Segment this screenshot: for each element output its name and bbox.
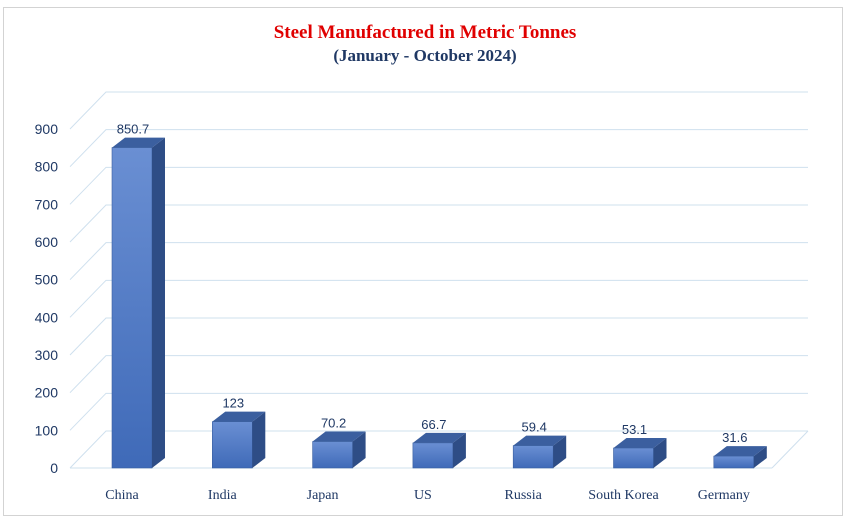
y-tick-label: 700 xyxy=(35,196,59,212)
gridline xyxy=(69,430,808,469)
gridline xyxy=(69,392,808,431)
bar-front xyxy=(111,147,153,469)
bar-side xyxy=(252,411,266,468)
gridline xyxy=(69,91,808,130)
bar xyxy=(613,437,667,469)
bar-side xyxy=(653,437,667,468)
x-tick-label: Japan xyxy=(307,488,339,503)
bar-top xyxy=(112,137,165,148)
bar xyxy=(713,446,767,469)
bar-side xyxy=(753,446,767,468)
gridline xyxy=(69,204,808,243)
bar xyxy=(512,435,567,469)
bar-top xyxy=(412,432,466,443)
gridline xyxy=(69,129,808,168)
y-tick-label: 500 xyxy=(35,272,59,288)
bar xyxy=(212,411,266,469)
gridline xyxy=(69,166,808,205)
y-axis: 0 100 200 300 400 500 600 700 800 900 xyxy=(35,121,59,476)
x-tick-label: Russia xyxy=(505,488,543,503)
x-tick-label: Germany xyxy=(698,488,750,503)
data-label: 66.7 xyxy=(421,417,446,432)
x-tick-label: US xyxy=(414,488,432,503)
data-label: 70.2 xyxy=(321,416,346,431)
x-axis: China India Japan US Russia South Korea German… xyxy=(105,488,750,503)
x-tick-label: India xyxy=(208,488,238,503)
y-tick-label: 200 xyxy=(35,385,59,401)
gridline xyxy=(69,317,808,356)
y-tick-label: 900 xyxy=(35,121,59,137)
bar-side xyxy=(352,431,366,468)
y-tick-label: 300 xyxy=(35,347,59,363)
y-tick-label: 400 xyxy=(35,309,59,325)
bar-front xyxy=(312,441,353,469)
bars: 850.7 123 70.2 66.7 59.4 53.1 31.6 xyxy=(111,122,767,469)
bar-front xyxy=(212,421,253,469)
bar-side xyxy=(152,137,165,468)
bar-front xyxy=(412,442,454,469)
bar-top xyxy=(613,437,667,448)
data-label: 850.7 xyxy=(117,122,150,137)
data-label: 59.4 xyxy=(522,420,547,435)
bar-top xyxy=(312,431,366,442)
grid-layer xyxy=(69,91,809,469)
bar-front xyxy=(713,455,755,469)
bar xyxy=(412,432,466,469)
data-label: 53.1 xyxy=(622,422,647,437)
chart-title: Steel Manufactured in Metric Tonnes xyxy=(273,22,577,43)
bar-side xyxy=(553,435,567,468)
y-tick-label: 100 xyxy=(35,422,59,438)
y-tick-label: 0 xyxy=(50,460,58,476)
bar-top xyxy=(513,435,567,446)
y-tick-label: 800 xyxy=(35,159,59,175)
gridline xyxy=(69,279,808,318)
data-label: 123 xyxy=(222,396,244,411)
x-tick-label: South Korea xyxy=(588,488,659,503)
bar-front xyxy=(613,447,654,469)
bar xyxy=(111,137,165,469)
floor-right-edge xyxy=(771,430,809,469)
bar-side xyxy=(452,432,466,468)
bar xyxy=(312,431,366,469)
y-tick-label: 600 xyxy=(35,234,59,250)
bar-top xyxy=(212,411,266,422)
bar-front xyxy=(512,445,554,469)
gridline xyxy=(69,242,808,281)
bar-top xyxy=(713,446,767,457)
x-tick-label: China xyxy=(105,488,139,503)
gridline xyxy=(69,355,808,394)
data-label: 31.6 xyxy=(722,430,747,445)
chart-subtitle: (January - October 2024) xyxy=(333,46,517,65)
